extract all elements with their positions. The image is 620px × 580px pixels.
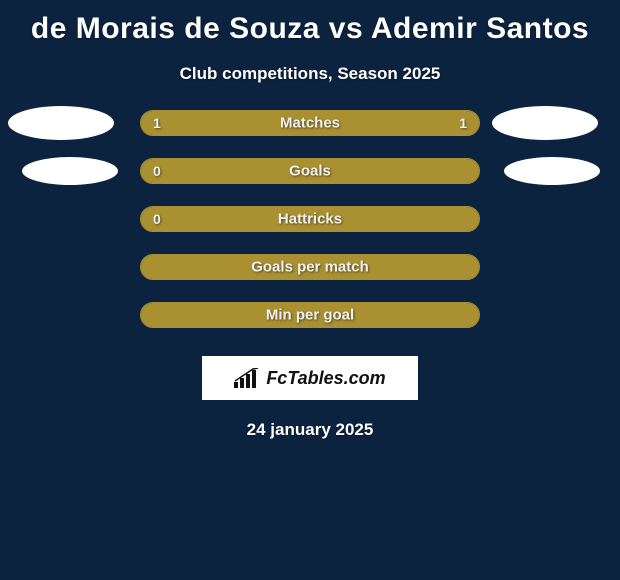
player-left-marker: [8, 106, 114, 140]
stat-label: Hattricks: [278, 211, 342, 228]
stat-bar: Goals per match: [140, 254, 480, 280]
stat-label: Goals: [289, 163, 331, 180]
stat-value-right: 1: [459, 115, 467, 131]
stat-bar: 0 Goals: [140, 158, 480, 184]
stat-bar: 0 Hattricks: [140, 206, 480, 232]
stat-row: Min per goal: [0, 302, 620, 328]
page-title: de Morais de Souza vs Ademir Santos: [0, 8, 620, 52]
logo: FcTables.com: [234, 368, 385, 389]
bars-icon: [234, 368, 260, 388]
stat-value-left: 0: [153, 163, 161, 179]
stat-value-left: 1: [153, 115, 161, 131]
date-label: 24 january 2025: [0, 420, 620, 440]
page-subtitle: Club competitions, Season 2025: [0, 64, 620, 84]
player-right-marker: [504, 157, 600, 185]
comparison-container: de Morais de Souza vs Ademir Santos Club…: [0, 0, 620, 440]
stat-row: 1 Matches 1: [0, 110, 620, 136]
logo-text: FcTables.com: [266, 368, 385, 389]
stat-value-left: 0: [153, 211, 161, 227]
stat-bar: Min per goal: [140, 302, 480, 328]
stat-label: Goals per match: [251, 259, 369, 276]
stat-row: Goals per match: [0, 254, 620, 280]
stat-rows: 1 Matches 1 0 Goals 0 Hattricks: [0, 110, 620, 328]
stat-label: Min per goal: [266, 307, 354, 324]
stat-row: 0 Hattricks: [0, 206, 620, 232]
stat-bar: 1 Matches 1: [140, 110, 480, 136]
player-right-marker: [492, 106, 598, 140]
stat-label: Matches: [280, 115, 340, 132]
stat-row: 0 Goals: [0, 158, 620, 184]
logo-box: FcTables.com: [202, 356, 418, 400]
player-left-marker: [22, 157, 118, 185]
